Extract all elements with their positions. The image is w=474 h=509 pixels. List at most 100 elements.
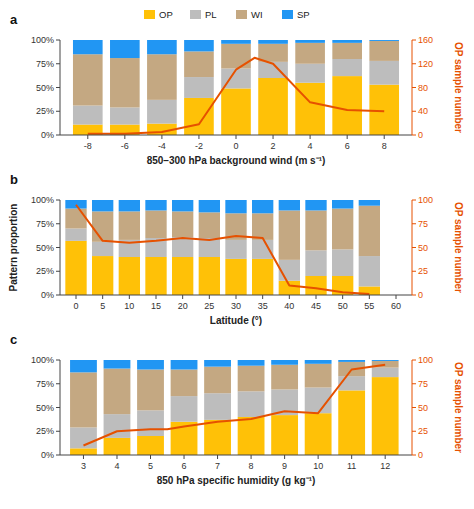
bar-segment (332, 209, 353, 250)
y2-tick-label: 50 (418, 243, 428, 253)
bar-segment (252, 200, 273, 213)
x-tick (316, 295, 317, 299)
bar-segment (252, 259, 273, 295)
bar-segment (137, 360, 164, 370)
x-tick (347, 135, 348, 139)
bar-segment (369, 85, 399, 135)
y-tick (56, 111, 60, 112)
x-tick (273, 135, 274, 139)
legend-entry: SP (297, 9, 310, 20)
x-tick-label: 45 (311, 301, 321, 311)
y-tick-label: 100% (31, 195, 54, 205)
y2-tick-label: 40 (418, 106, 428, 116)
bar-segment (372, 360, 399, 361)
x-tick-label: 12 (380, 461, 390, 471)
x-tick (351, 455, 352, 459)
bar-segment (305, 210, 326, 250)
y2-tick-label: 100 (418, 355, 433, 365)
y-tick (56, 295, 60, 296)
x-tick (384, 135, 385, 139)
bar-segment (172, 257, 193, 295)
y2-tick-label: 0 (418, 130, 423, 140)
bar-segment (70, 372, 97, 427)
y-tick-label: 50% (36, 403, 54, 413)
bar-segment (305, 364, 332, 388)
x-tick-label: 5 (148, 461, 153, 471)
bar-segment (137, 370, 164, 411)
x-tick-label: 0 (233, 141, 238, 151)
bar-segment (332, 76, 362, 135)
bar-segment (145, 210, 166, 238)
bar-segment (65, 200, 86, 209)
bar-segment (332, 249, 353, 276)
x-tick-label: -2 (195, 141, 203, 151)
bar-segment (359, 206, 380, 256)
x-tick (156, 295, 157, 299)
bar-segment (271, 360, 298, 365)
bar-segment (225, 240, 246, 259)
bar-segment (305, 360, 332, 364)
bar-segment (119, 257, 140, 295)
x-tick-label: 10 (124, 301, 134, 311)
x-tick-label: 6 (182, 461, 187, 471)
legend-entry: OP (159, 9, 173, 20)
y2-tick-label: 25 (418, 426, 428, 436)
y-tick (56, 360, 60, 361)
bar-segment (258, 44, 288, 62)
y2-tick (412, 247, 416, 248)
x-tick (129, 295, 130, 299)
x-tick (150, 455, 151, 459)
x-tick (209, 295, 210, 299)
legend-swatch (190, 10, 201, 19)
bar-segment (369, 61, 399, 85)
bar-segment (369, 40, 399, 41)
y2-tick (412, 360, 416, 361)
bar-segment (92, 211, 113, 241)
x-tick-label: 35 (258, 301, 268, 311)
x-tick (217, 455, 218, 459)
y-tick-label: 25% (36, 266, 54, 276)
bar-segment (184, 77, 214, 98)
x-tick (289, 295, 290, 299)
y-tick-label: 0% (41, 450, 54, 460)
bar-segment (65, 209, 86, 229)
bar-segment (279, 210, 300, 259)
legend-entry: PL (205, 9, 217, 20)
x-tick (318, 455, 319, 459)
bar-segment (305, 276, 326, 295)
bar-segment (369, 41, 399, 61)
bar-segment (221, 88, 251, 135)
bar-segment (225, 259, 246, 295)
bar-segment (104, 360, 131, 369)
bar-segment (372, 377, 399, 455)
x-tick-label: 10 (313, 461, 323, 471)
y2-tick-label: 100 (418, 195, 433, 205)
x-tick-label: 5 (100, 301, 105, 311)
bar-segment (271, 365, 298, 390)
x-tick-label: 9 (282, 461, 287, 471)
bar-segment (92, 242, 113, 256)
x-axis-label: 850–300 hPa background wind (m s⁻¹) (147, 155, 326, 166)
bar-segment (172, 200, 193, 211)
y-tick-label: 75% (36, 59, 54, 69)
y2-tick-label: 160 (418, 35, 433, 45)
y2-tick-label: 0 (418, 290, 423, 300)
bar-segment (332, 200, 353, 209)
y-axis-label: Pattern proportion (8, 204, 19, 292)
x-tick-label: 40 (284, 301, 294, 311)
panel-label: b (10, 172, 18, 187)
x-tick-label: 4 (114, 461, 119, 471)
bar-segment (225, 200, 246, 213)
y-tick-label: 50% (36, 83, 54, 93)
x-tick-label: -6 (121, 141, 129, 151)
y2-tick (412, 40, 416, 41)
bar-segment (238, 417, 265, 455)
bar-segment (119, 200, 140, 211)
y2-tick (412, 383, 416, 384)
line-series (83, 365, 385, 446)
y2-tick-label: 80 (418, 83, 428, 93)
y-tick-label: 0% (41, 290, 54, 300)
legend-swatch (282, 10, 293, 19)
bar-segment (295, 43, 325, 64)
x-axis-label: Latitude (°) (210, 315, 262, 326)
